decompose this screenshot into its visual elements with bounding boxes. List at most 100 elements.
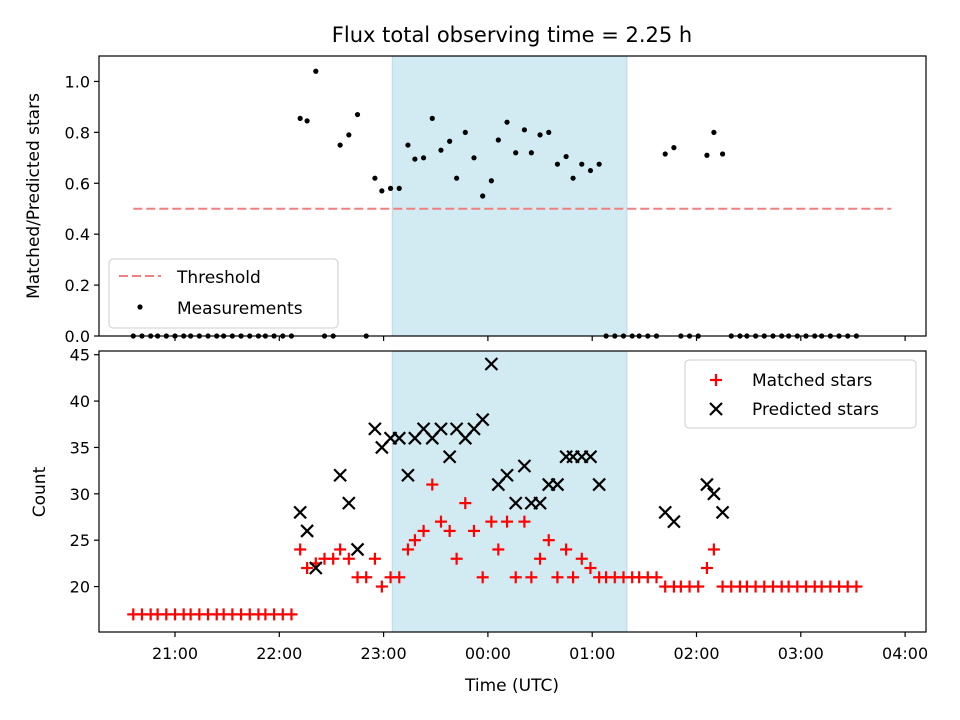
measurement-point — [346, 132, 352, 138]
measurement-point — [297, 115, 303, 121]
measurement-point — [462, 129, 468, 135]
measurement-point — [570, 175, 576, 181]
matched-stars-point — [368, 552, 381, 565]
bottom-panel: 20 25 30 35 40 45 21:00 22:00 23:00 00:00 01:00 02… — [30, 346, 928, 663]
legend-measurements-label: Measurements — [177, 299, 303, 319]
predicted-stars-point — [342, 496, 356, 510]
predicted-stars-point — [500, 468, 514, 483]
measurement-point — [671, 145, 677, 151]
predicted-stars-point — [300, 524, 314, 538]
matched-stars-point — [485, 515, 498, 528]
measurement-point — [387, 185, 394, 191]
bottom-shaded-span — [391, 350, 628, 633]
measurement-point — [372, 175, 378, 181]
measurement-point — [313, 68, 319, 74]
matched-stars-point — [334, 543, 347, 556]
measurement-point — [563, 153, 569, 160]
predicted-stars-point — [368, 422, 382, 436]
top-y-axis-label: Matched/Predicted stars — [24, 93, 44, 299]
matched-stars-point — [707, 543, 720, 556]
matched-stars-point — [459, 497, 472, 510]
measurement-point — [480, 193, 486, 199]
matched-stars-point — [575, 552, 588, 565]
predicted-stars-point — [592, 477, 606, 492]
matched-stars-point — [285, 608, 298, 621]
predicted-stars-point — [517, 459, 532, 473]
bottom-legend: Matched stars Predicted stars — [684, 359, 917, 429]
predicted-stars-point — [484, 357, 499, 371]
measurement-point — [412, 156, 418, 162]
predicted-stars-point — [475, 412, 490, 427]
matched-stars-point — [509, 571, 522, 584]
top-y-tick-label: 0.8 — [65, 123, 90, 142]
measurement-point — [379, 188, 385, 194]
predicted-stars-point — [583, 449, 598, 464]
matched-stars-point — [492, 543, 505, 556]
matched-stars-point — [434, 515, 447, 528]
measurement-point — [396, 185, 402, 191]
measurement-point — [354, 111, 361, 118]
bottom-y-tick-label: 35 — [70, 438, 90, 457]
legend-matched-swatch — [710, 374, 722, 386]
bottom-y-tick-label: 45 — [70, 346, 90, 365]
measurement-point — [504, 119, 510, 125]
top-y-tick-label: 0.0 — [65, 327, 90, 346]
measurement-point — [304, 118, 310, 124]
x-axis-label: Time (UTC) — [464, 676, 559, 696]
x-tick-label: 00:00 — [465, 644, 511, 663]
matched-stars-point — [467, 524, 480, 537]
x-tick-label: 03:00 — [778, 644, 824, 663]
measurement-point — [704, 152, 710, 158]
matched-stars-point — [560, 543, 573, 556]
measurement-point — [662, 151, 668, 157]
matched-stars-point — [501, 515, 514, 528]
measurement-point — [537, 132, 543, 138]
legend-threshold-label: Threshold — [176, 268, 261, 288]
legend-matched-label: Matched stars — [752, 371, 872, 391]
matched-stars-point — [850, 580, 863, 593]
measurement-point — [471, 155, 477, 161]
x-tick-label: 01:00 — [569, 644, 615, 663]
matched-stars-point — [393, 571, 406, 584]
measurement-point — [447, 138, 453, 144]
measurement-point — [596, 161, 602, 167]
bottom-y-tick-label: 25 — [70, 531, 90, 550]
x-tick-label: 21:00 — [152, 644, 198, 663]
measurement-point — [429, 115, 435, 121]
measurement-point — [521, 127, 528, 133]
x-tick-label: 23:00 — [361, 644, 407, 663]
matched-stars-point — [375, 580, 388, 593]
matched-stars-point — [360, 571, 373, 584]
measurement-point — [546, 129, 552, 135]
matched-stars-point — [584, 562, 597, 575]
matched-stars-point — [567, 571, 580, 584]
matched-stars-point — [417, 524, 430, 537]
top-axes-frame — [98, 55, 927, 337]
top-legend-box — [108, 258, 339, 329]
matched-stars-point — [327, 552, 340, 565]
top-legend: Threshold Measurements — [108, 258, 339, 329]
matched-stars-point — [542, 534, 555, 547]
predicted-stars-point — [401, 468, 415, 483]
matched-stars-point — [443, 524, 456, 537]
legend-predicted-swatch — [709, 402, 723, 416]
matched-stars-point — [342, 552, 355, 565]
predicted-stars-point — [550, 477, 565, 492]
top-y-tick-label: 0.2 — [65, 276, 90, 295]
top-y-tick-label: 1.0 — [65, 72, 90, 91]
matched-stars-point — [301, 562, 314, 575]
bottom-y-tick-label: 30 — [70, 485, 90, 504]
top-panel: 0.0 0.2 0.4 0.6 0.8 1.0 Matched/Predicted sta… — [24, 55, 927, 346]
matched-stars-point — [426, 478, 439, 491]
predicted-stars-point — [508, 496, 523, 510]
measurement-point — [438, 147, 444, 153]
bottom-y-tick-label: 40 — [70, 392, 90, 411]
matched-stars-point — [650, 571, 663, 584]
x-tick-label: 04:00 — [882, 644, 928, 663]
matched-stars-point — [408, 534, 421, 547]
measurement-point — [711, 129, 717, 135]
predicted-stars-point — [434, 422, 448, 436]
measurement-point — [337, 142, 343, 148]
legend-predicted-label: Predicted stars — [752, 400, 879, 420]
